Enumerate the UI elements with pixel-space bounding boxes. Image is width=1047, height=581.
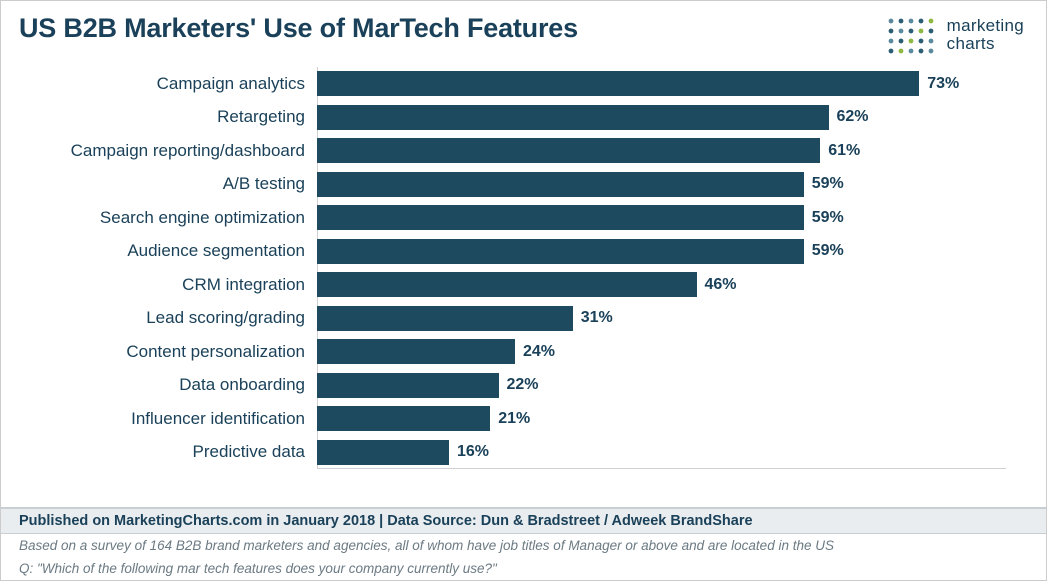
- bar: [317, 105, 829, 130]
- x-axis-line: [317, 468, 1006, 469]
- bar-track: 21%: [317, 402, 1006, 436]
- value-label: 59%: [812, 242, 844, 260]
- category-label: Retargeting: [19, 107, 317, 127]
- chart-row: Influencer identification 21%: [19, 402, 1006, 436]
- category-label: Content personalization: [19, 342, 317, 362]
- bar-track: 59%: [317, 168, 1006, 202]
- chart-row: Predictive data 16%: [19, 436, 1006, 470]
- bar: [317, 373, 499, 398]
- bar: [317, 138, 820, 163]
- category-label: Campaign analytics: [19, 74, 317, 94]
- value-label: 62%: [837, 108, 869, 126]
- logo-text: marketing charts: [947, 17, 1024, 53]
- category-label: Influencer identification: [19, 409, 317, 429]
- logo: marketing charts: [885, 13, 1024, 55]
- value-label: 16%: [457, 443, 489, 461]
- bar: [317, 440, 449, 465]
- footer-published: Published on MarketingCharts.com in Janu…: [1, 507, 1046, 534]
- value-label: 46%: [705, 276, 737, 294]
- value-label: 59%: [812, 209, 844, 227]
- bar-track: 16%: [317, 436, 1006, 470]
- bar-track: 46%: [317, 268, 1006, 302]
- header: US B2B Marketers' Use of MarTech Feature…: [1, 1, 1046, 61]
- bar: [317, 172, 804, 197]
- bar-track: 31%: [317, 302, 1006, 336]
- category-label: CRM integration: [19, 275, 317, 295]
- chart-row: A/B testing 59%: [19, 168, 1006, 202]
- value-label: 61%: [828, 142, 860, 160]
- category-label: Campaign reporting/dashboard: [19, 141, 317, 161]
- bar: [317, 71, 919, 96]
- bar-track: 24%: [317, 335, 1006, 369]
- bar-track: 59%: [317, 201, 1006, 235]
- bar: [317, 339, 515, 364]
- chart-row: Audience segmentation 59%: [19, 235, 1006, 269]
- value-label: 31%: [581, 309, 613, 327]
- logo-line2: charts: [947, 35, 1024, 53]
- bar: [317, 205, 804, 230]
- category-label: Search engine optimization: [19, 208, 317, 228]
- value-label: 21%: [498, 410, 530, 428]
- category-label: Audience segmentation: [19, 241, 317, 261]
- value-label: 73%: [927, 75, 959, 93]
- chart-title: US B2B Marketers' Use of MarTech Feature…: [19, 13, 578, 44]
- value-label: 24%: [523, 343, 555, 361]
- value-label: 22%: [507, 376, 539, 394]
- bar-track: 22%: [317, 369, 1006, 403]
- chart-row: Content personalization 24%: [19, 335, 1006, 369]
- bar-track: 62%: [317, 101, 1006, 135]
- bar: [317, 306, 573, 331]
- logo-line1: marketing: [947, 17, 1024, 35]
- logo-dots-icon: [885, 15, 937, 55]
- category-label: Predictive data: [19, 442, 317, 462]
- chart-row: CRM integration 46%: [19, 268, 1006, 302]
- chart-row: Lead scoring/grading 31%: [19, 302, 1006, 336]
- chart-row: Data onboarding 22%: [19, 369, 1006, 403]
- category-label: A/B testing: [19, 174, 317, 194]
- footer-note-1: Based on a survey of 164 B2B brand marke…: [1, 534, 1046, 557]
- chart-row: Retargeting 62%: [19, 101, 1006, 135]
- bar: [317, 272, 697, 297]
- bar-track: 61%: [317, 134, 1006, 168]
- chart-row: Search engine optimization 59%: [19, 201, 1006, 235]
- chart-row: Campaign analytics 73%: [19, 67, 1006, 101]
- footer: Published on MarketingCharts.com in Janu…: [1, 507, 1046, 580]
- footer-note-2: Q: "Which of the following mar tech feat…: [1, 557, 1046, 580]
- value-label: 59%: [812, 175, 844, 193]
- bar: [317, 239, 804, 264]
- chart-area: Campaign analytics 73% Retargeting 62% Campa…: [1, 61, 1046, 469]
- category-label: Lead scoring/grading: [19, 308, 317, 328]
- chart-row: Campaign reporting/dashboard 61%: [19, 134, 1006, 168]
- bar: [317, 406, 490, 431]
- category-label: Data onboarding: [19, 375, 317, 395]
- bar-track: 73%: [317, 67, 1006, 101]
- bar-track: 59%: [317, 235, 1006, 269]
